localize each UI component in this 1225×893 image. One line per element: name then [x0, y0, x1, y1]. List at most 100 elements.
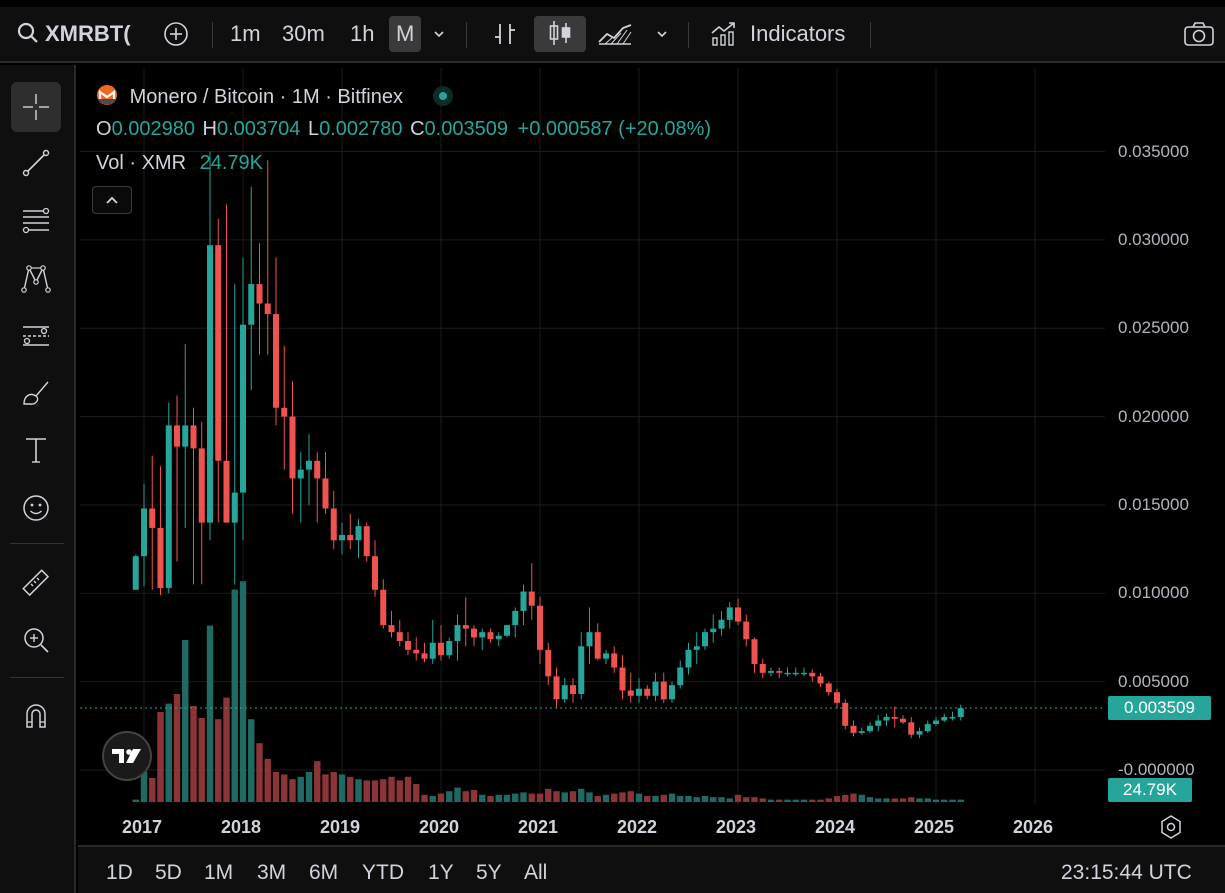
candle[interactable]	[850, 720, 857, 737]
candle[interactable]	[528, 563, 535, 620]
compare-add-icon[interactable]	[163, 7, 189, 61]
interval-month-button[interactable]: M	[396, 21, 415, 46]
area-chart-type-icon[interactable]	[597, 7, 633, 61]
candle[interactable]	[768, 667, 774, 677]
candle[interactable]	[174, 395, 180, 562]
candle[interactable]	[776, 667, 783, 679]
crosshair-icon[interactable]	[11, 82, 61, 132]
candle[interactable]	[957, 704, 964, 721]
candle[interactable]	[594, 623, 601, 661]
candle[interactable]	[347, 513, 354, 550]
magnet-icon[interactable]	[11, 691, 61, 741]
axis-settings-icon[interactable]	[1158, 814, 1184, 840]
candle[interactable]	[306, 434, 312, 505]
candle[interactable]	[454, 614, 461, 661]
interval-30m-button[interactable]: 30m	[282, 21, 325, 46]
symbol-search-icon[interactable]	[17, 7, 39, 61]
candle[interactable]	[578, 632, 585, 700]
range-5d-button[interactable]: 5D	[155, 861, 182, 884]
range-6m-button[interactable]: 6M	[309, 861, 339, 884]
market-status-dot[interactable]	[432, 86, 453, 106]
candle[interactable]	[132, 554, 139, 590]
candle[interactable]	[157, 466, 164, 596]
candle[interactable]	[537, 596, 543, 664]
candle[interactable]	[388, 610, 395, 638]
candle[interactable]	[891, 706, 898, 728]
candle[interactable]	[636, 678, 642, 703]
candle[interactable]	[322, 451, 329, 514]
candle[interactable]	[256, 243, 263, 355]
candle[interactable]	[685, 642, 692, 675]
candle[interactable]	[149, 455, 156, 590]
candle[interactable]	[281, 345, 288, 470]
candle[interactable]	[916, 727, 923, 739]
candle[interactable]	[817, 672, 824, 687]
candle[interactable]	[603, 649, 609, 664]
ruler-icon[interactable]	[11, 558, 61, 608]
candle[interactable]	[677, 660, 684, 689]
candle[interactable]	[314, 451, 321, 523]
candle[interactable]	[809, 669, 816, 682]
candle[interactable]	[834, 688, 840, 709]
volume-label[interactable]: Vol · XMR	[96, 152, 187, 174]
range-5y-button[interactable]: 5Y	[476, 861, 502, 884]
candle[interactable]	[726, 602, 733, 629]
forecasting-tool-icon[interactable]	[11, 311, 61, 361]
trend-line-icon[interactable]	[11, 138, 61, 188]
range-1m-button[interactable]: 1M	[204, 861, 234, 884]
interval-1m-button[interactable]: 1m	[230, 21, 261, 46]
candle[interactable]	[223, 204, 230, 523]
candle[interactable]	[421, 642, 428, 663]
candle[interactable]	[512, 607, 519, 638]
emoji-icon[interactable]	[11, 483, 61, 533]
candle[interactable]	[248, 186, 255, 391]
candle[interactable]	[462, 596, 469, 647]
camera-icon[interactable]	[1183, 7, 1215, 61]
candle[interactable]	[297, 451, 304, 523]
candle[interactable]	[792, 667, 799, 677]
candle[interactable]	[652, 672, 659, 702]
candle[interactable]	[570, 678, 576, 703]
candle[interactable]	[842, 699, 849, 730]
chart-type-dropdown-chevron-icon[interactable]	[655, 7, 669, 61]
candle[interactable]	[759, 658, 766, 679]
candle[interactable]	[627, 672, 634, 703]
candle[interactable]	[405, 632, 411, 656]
candle[interactable]	[883, 713, 890, 726]
text-tool-icon[interactable]	[11, 425, 61, 475]
candle[interactable]	[264, 160, 271, 355]
candle[interactable]	[825, 681, 832, 696]
candle[interactable]	[429, 619, 436, 664]
candle[interactable]	[141, 483, 147, 587]
candle[interactable]	[735, 598, 741, 626]
candle[interactable]	[355, 519, 362, 558]
candle[interactable]	[693, 632, 700, 664]
candle[interactable]	[471, 625, 477, 647]
candle[interactable]	[363, 522, 370, 562]
candle[interactable]	[586, 607, 593, 664]
candle[interactable]	[289, 381, 296, 514]
candle[interactable]	[900, 715, 906, 725]
fib-retracement-icon[interactable]	[11, 196, 61, 246]
candle[interactable]	[240, 257, 246, 541]
range-all-button[interactable]: All	[524, 861, 548, 884]
candle[interactable]	[644, 685, 651, 700]
candle[interactable]	[495, 632, 502, 647]
candle[interactable]	[231, 284, 238, 585]
zoom-in-icon[interactable]	[11, 615, 61, 665]
clock[interactable]: 23:15:44 UTC	[1061, 861, 1192, 884]
indicators-icon[interactable]	[710, 7, 738, 61]
candle[interactable]	[669, 681, 675, 703]
tradingview-logo-icon[interactable]	[102, 731, 152, 781]
candle[interactable]	[718, 610, 725, 636]
candle[interactable]	[380, 579, 387, 629]
candle[interactable]	[207, 151, 213, 541]
candle[interactable]	[479, 628, 486, 650]
candle[interactable]	[446, 637, 453, 659]
interval-dropdown-chevron-icon[interactable]	[432, 7, 446, 61]
candle[interactable]	[660, 672, 667, 703]
candle[interactable]	[438, 625, 444, 661]
interval-1h-button[interactable]: 1h	[350, 21, 375, 46]
candle[interactable]	[273, 257, 279, 426]
